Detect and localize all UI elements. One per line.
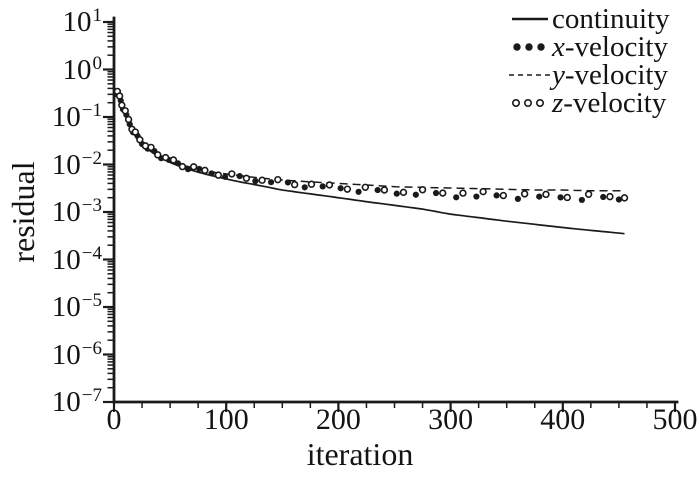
open-circle-marker — [325, 181, 334, 189]
open-circle-marker — [161, 153, 170, 162]
filled-dot-marker — [578, 196, 585, 204]
filled-dot-marker — [557, 194, 564, 201]
open-circle-marker — [121, 107, 129, 115]
open-circle-marker — [131, 128, 140, 136]
filled-dot-marker — [432, 189, 440, 197]
legend: continuity x-velocity y-velocity z-velocity — [506, 3, 670, 119]
open-circle-marker — [520, 190, 529, 198]
y-tick-label: 101 — [62, 5, 103, 38]
legend-item-y: y-velocity — [506, 59, 670, 91]
filled-dot-marker — [393, 190, 400, 197]
filled-dots-icon — [513, 43, 545, 51]
open-circle-marker — [201, 166, 209, 175]
open-circle-marker — [439, 189, 447, 197]
filled-dot-marker — [615, 196, 623, 203]
open-circles-icon — [512, 99, 544, 108]
x-tick-label: 200 — [315, 403, 361, 436]
y-tick-label: 10−5 — [51, 290, 102, 323]
filled-dot-marker — [493, 192, 500, 199]
series-continuity-line — [116, 94, 625, 235]
open-circle-marker — [274, 175, 282, 184]
dashed-line-icon — [509, 74, 550, 76]
axis-ticks — [103, 20, 677, 412]
open-circle-marker — [418, 186, 427, 194]
y-tick-label: 10−3 — [51, 195, 102, 228]
y-tick-label: 10−1 — [51, 100, 102, 133]
filled-dot-marker — [374, 186, 381, 194]
x-tick-label: 400 — [540, 403, 586, 436]
legend-label: continuity — [552, 3, 670, 35]
open-circle-marker — [189, 163, 198, 171]
filled-dot-marker — [221, 173, 229, 180]
legend-label: y-velocity — [552, 59, 668, 91]
open-circle-marker — [380, 186, 389, 194]
open-circle-marker — [479, 187, 487, 196]
legend-item-continuity: continuity — [506, 3, 670, 35]
y-tick-label: 10−7 — [51, 385, 102, 418]
open-circle-marker — [606, 192, 614, 201]
filled-dot-marker — [252, 178, 259, 185]
legend-label: x-velocity — [552, 31, 668, 63]
open-circle-marker — [136, 136, 144, 144]
y-tick-label: 10−6 — [51, 337, 102, 371]
x-tick-label: 100 — [203, 403, 249, 436]
open-circle-marker — [399, 188, 408, 197]
open-circle-marker — [542, 190, 550, 199]
open-circle-marker — [115, 92, 124, 100]
open-circle-marker — [290, 180, 299, 189]
open-circle-marker — [258, 176, 266, 184]
filled-dot-marker — [453, 194, 460, 201]
filled-dot-marker — [267, 179, 275, 186]
open-circle-marker — [499, 191, 508, 200]
solid-line-icon — [512, 17, 548, 21]
open-circle-marker — [118, 101, 126, 109]
legend-item-z: z-velocity — [506, 87, 670, 119]
y-axis-title: residual — [5, 161, 41, 263]
filled-dot-marker — [600, 193, 607, 201]
y-tick-label: 10−4 — [51, 242, 102, 276]
filled-dot-marker — [319, 183, 326, 190]
filled-dot-marker — [355, 188, 362, 195]
filled-dot-marker — [301, 184, 308, 191]
open-circle-marker — [154, 151, 162, 159]
open-circle-marker — [459, 189, 467, 197]
x-tick-label: 500 — [652, 403, 698, 436]
x-axis-title: iteration — [306, 436, 414, 472]
x-tick-label: 300 — [428, 403, 474, 436]
filled-dot-marker — [337, 185, 344, 192]
open-circle-marker — [343, 185, 352, 193]
x-tick-label: 0 — [106, 403, 122, 436]
open-circle-marker — [124, 115, 133, 124]
filled-dot-marker — [473, 193, 480, 200]
filled-dot-marker — [514, 195, 522, 202]
open-circle-marker — [361, 183, 370, 191]
y-tick-label: 100 — [62, 52, 103, 86]
open-circle-marker — [242, 174, 251, 182]
filled-dot-marker — [412, 191, 419, 198]
series-z-velocity-markers — [113, 87, 629, 202]
open-circle-marker — [228, 170, 236, 178]
open-circle-marker — [178, 162, 187, 171]
legend-item-x: x-velocity — [506, 31, 670, 63]
open-circle-marker — [620, 194, 629, 202]
filled-dot-marker — [536, 193, 543, 200]
open-circle-marker — [147, 143, 155, 152]
open-circle-marker — [563, 193, 571, 202]
open-circle-marker — [214, 171, 223, 179]
y-tick-label: 10−2 — [51, 147, 102, 181]
legend-label: z-velocity — [552, 87, 667, 119]
open-circle-marker — [307, 180, 316, 188]
open-circle-marker — [584, 190, 593, 198]
open-circle-marker — [169, 156, 178, 164]
